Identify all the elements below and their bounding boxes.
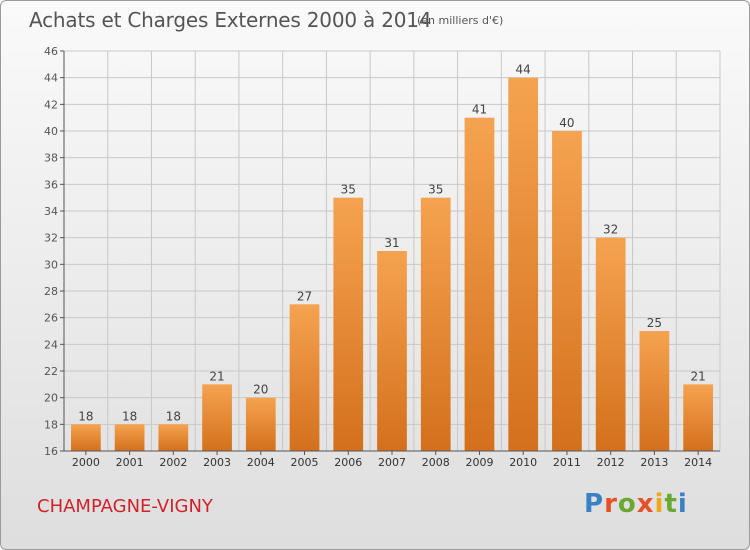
bar <box>114 424 145 451</box>
unit-note: (en milliers d'€) <box>417 14 504 27</box>
y-tick-label: 20 <box>44 392 58 405</box>
y-tick-label: 28 <box>44 285 58 298</box>
y-tick-label: 30 <box>44 258 58 271</box>
x-tick-label: 2013 <box>640 456 668 469</box>
bar <box>245 397 276 451</box>
x-tick-label: 2006 <box>334 456 362 469</box>
proxiti-logo: Proxiti <box>584 489 688 519</box>
x-tick-label: 2003 <box>203 456 231 469</box>
y-tick-label: 32 <box>44 232 58 245</box>
bar <box>595 237 626 451</box>
y-tick-label: 18 <box>44 418 58 431</box>
x-tick-label: 2005 <box>291 456 319 469</box>
y-tick-label: 34 <box>44 205 58 218</box>
bar <box>420 197 451 451</box>
bar <box>377 251 407 451</box>
x-tick-label: 2014 <box>684 456 712 469</box>
x-tick-label: 2009 <box>465 456 493 469</box>
y-tick-label: 44 <box>44 72 58 85</box>
axes: 16 18 20 22 24 26 28 30 32 34 36 38 40 42 44 46 2000 2001… <box>44 45 720 469</box>
commune-name: CHAMPAGNE-VIGNY <box>37 496 213 517</box>
bar-value-label: 18 <box>122 409 137 423</box>
bar <box>333 197 364 451</box>
bar-value-label: 41 <box>472 103 487 117</box>
y-tick-label: 40 <box>44 125 58 138</box>
bar-value-label: 25 <box>647 316 662 330</box>
bar-value-label: 21 <box>209 369 224 383</box>
bar-value-label: 18 <box>78 409 93 423</box>
x-tick-label: 2007 <box>378 456 406 469</box>
bar <box>70 424 101 451</box>
y-tick-label: 22 <box>44 365 58 378</box>
bar <box>158 424 189 451</box>
bar <box>464 117 495 452</box>
chart-title: Achats et Charges Externes 2000 à 2014 <box>29 8 432 32</box>
bar <box>552 131 582 451</box>
x-tick-label: 2001 <box>116 456 144 469</box>
x-tick-label: 2004 <box>247 456 275 469</box>
y-tick-label: 36 <box>44 178 58 191</box>
bar <box>289 304 320 451</box>
x-tick-label: 2010 <box>509 456 537 469</box>
bar-value-label: 35 <box>341 183 356 197</box>
y-tick-label: 16 <box>44 445 58 458</box>
y-tick-label: 38 <box>44 152 58 165</box>
x-tick-label: 2012 <box>597 456 625 469</box>
bar <box>683 384 714 451</box>
x-tick-label: 2000 <box>72 456 100 469</box>
y-tick-label: 24 <box>44 338 58 351</box>
bar-value-label: 40 <box>559 116 574 130</box>
bar <box>508 77 539 452</box>
x-tick-label: 2008 <box>422 456 450 469</box>
bar <box>639 331 670 451</box>
y-tick-label: 26 <box>44 312 58 325</box>
bar-value-label: 44 <box>516 63 531 77</box>
bar-value-label: 31 <box>384 236 399 250</box>
x-tick-label: 2011 <box>553 456 581 469</box>
bar <box>202 384 232 451</box>
bar-value-label: 35 <box>428 183 443 197</box>
bars: 18 18 18 21 20 27 35 31 35 41 44 40 32 25 21 <box>70 63 714 452</box>
x-tick-label: 2002 <box>159 456 187 469</box>
y-tick-label: 42 <box>44 98 58 111</box>
bar-value-label: 21 <box>690 369 705 383</box>
bar-value-label: 32 <box>603 223 618 237</box>
y-tick-label: 46 <box>44 45 58 58</box>
bar-value-label: 27 <box>297 289 312 303</box>
bar-value-label: 20 <box>253 383 268 397</box>
bar-value-label: 18 <box>166 409 181 423</box>
